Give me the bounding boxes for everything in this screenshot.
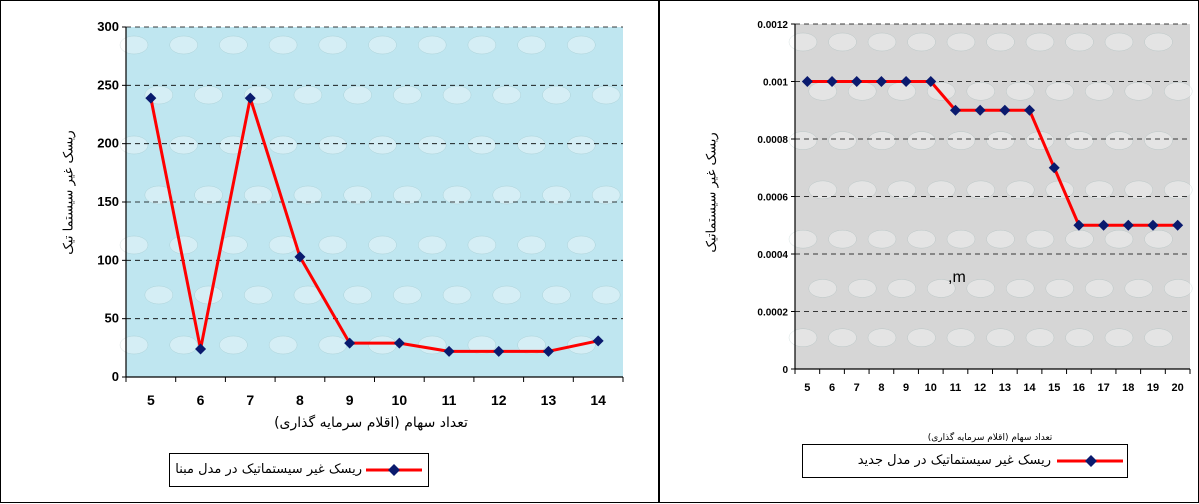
y-tick-label-1-0: 0 [782,365,788,376]
data-point-1-6 [949,104,961,116]
x-tick-label-0-3: 8 [296,392,304,408]
x-tick-label-1-0: 5 [804,382,810,394]
data-point-1-12 [1098,219,1110,231]
data-point-0-4 [344,337,356,349]
x-tick-label-1-1: 6 [829,382,835,394]
y-tick-label-0-6: 300 [97,19,119,34]
left-chart-svg: 0 50 100 150 200 250 300 5 6 7 8 9 10 11 12 13 14 [97,19,624,408]
y-tick-label-1-5: 0.001 [763,78,788,89]
right-annotation: ,m [948,269,966,286]
right-chart-panel: 0 0.0002 0.0004 0.0006 0.0008 0.001 0.0012 5 6 7 8… [659,0,1199,503]
data-point-0-9 [592,335,604,347]
series-line-1 [807,80,1178,227]
x-tick-label-1-12: 17 [1097,382,1109,394]
x-tick-label-0-5: 10 [392,392,408,408]
right-y-axis-label: ریسک غیر سیستماتیک [704,132,720,253]
data-point-1-13 [1122,219,1134,231]
data-point-0-8 [542,345,554,357]
left-legend-label: ریسک غیر سیستماتیک در مدل مبنا [175,462,362,477]
x-tick-label-1-11: 16 [1073,382,1085,394]
x-tick-label-0-6: 11 [442,392,457,408]
x-tick-label-1-7: 12 [974,382,986,394]
x-tick-label-0-9: 14 [590,392,606,408]
data-point-1-2 [851,76,863,87]
x-tick-label-0-0: 5 [147,392,155,408]
data-point-1-7 [974,104,986,116]
y-tick-label-0-5: 250 [97,77,119,92]
plot-texture-1 [788,32,1193,347]
y-tick-label-0-1: 50 [105,311,119,326]
x-tick-label-1-13: 18 [1122,382,1134,394]
right-legend-swatch [1057,455,1123,467]
data-point-1-9 [1024,104,1036,116]
y-tick-label-1-1: 0.0002 [757,308,788,319]
data-point-1-5 [925,76,937,87]
x-tick-label-1-9: 14 [1023,382,1036,394]
y-tick-label-0-3: 150 [97,194,119,209]
x-tick-label-0-1: 6 [197,392,205,408]
y-tick-label-0-0: 0 [112,369,119,384]
data-point-1-3 [875,76,887,87]
data-point-1-8 [999,104,1011,116]
data-point-0-5 [393,337,405,349]
x-tick-label-1-3: 8 [878,382,884,394]
data-point-0-6 [443,345,455,357]
data-point-1-15 [1172,219,1184,231]
series-line-0 [149,96,599,353]
x-tick-label-0-8: 13 [541,392,557,408]
left-legend: ریسک غیر سیستماتیک در مدل مبنا [169,453,429,487]
x-tick-label-0-4: 9 [346,392,354,408]
x-tick-label-1-14: 19 [1147,382,1159,394]
data-point-1-0 [801,76,813,87]
x-tick-label-1-15: 20 [1172,382,1184,394]
right-legend-label: ریسک غیر سیستماتیک در مدل جدید [857,453,1051,468]
right-chart-svg: 0 0.0002 0.0004 0.0006 0.0008 0.001 0.0012 5 6 7 8… [757,20,1193,394]
x-tick-label-1-10: 15 [1048,382,1060,394]
x-tick-label-0-2: 7 [246,392,254,408]
y-tick-label-1-6: 0.0012 [757,20,788,31]
y-tick-label-0-4: 200 [97,136,119,151]
y-tick-label-1-3: 0.0006 [757,193,788,204]
data-point-0-1 [195,343,207,355]
x-tick-label-1-6: 11 [950,382,962,394]
x-tick-label-1-2: 7 [854,382,860,394]
left-chart-panel: 0 50 100 150 200 250 300 5 6 7 8 9 10 11 12 13 14 ریسک غ… [0,0,659,503]
right-legend: ریسک غیر سیستماتیک در مدل جدید [802,444,1128,478]
x-tick-label-1-4: 9 [903,382,909,394]
data-point-0-2 [244,92,256,104]
data-point-1-14 [1147,219,1159,231]
y-tick-label-1-4: 0.0008 [757,135,788,146]
right-x-axis-label: تعداد سهام (اقلام سرمایه گذاری) [927,433,1053,443]
left-legend-swatch [366,464,422,476]
left-y-axis-label: ریسک غیر سیستما تیک [61,130,77,255]
data-point-1-4 [900,76,912,87]
x-tick-label-1-5: 10 [925,382,937,394]
data-point-1-1 [826,76,838,87]
data-point-0-0 [145,92,157,104]
y-tick-label-0-2: 100 [97,252,119,267]
data-point-0-7 [493,345,505,357]
x-tick-label-1-8: 13 [999,382,1011,394]
left-x-axis-label: تعداد سهام (اقلام سرمایه گذاری) [274,415,468,431]
data-point-0-3 [294,251,306,263]
x-tick-label-0-7: 12 [491,392,507,408]
data-point-1-10 [1048,162,1060,174]
y-tick-label-1-2: 0.0004 [757,250,788,261]
data-point-1-11 [1073,219,1085,231]
plot-texture-0 [119,35,621,355]
